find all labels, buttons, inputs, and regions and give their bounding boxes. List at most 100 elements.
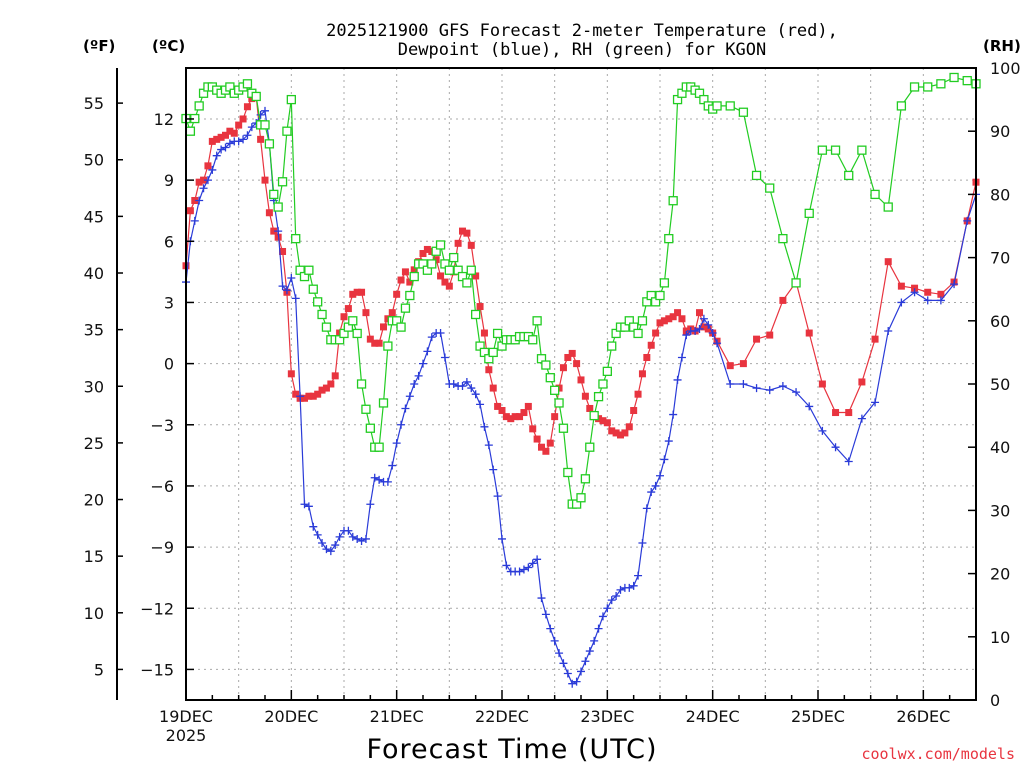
temperature-point xyxy=(805,329,813,337)
temperature-point xyxy=(520,409,528,417)
temperature-point xyxy=(388,309,396,317)
dewpoint-point xyxy=(651,481,660,490)
series-dewpoint xyxy=(182,106,980,688)
dewpoint-point xyxy=(410,380,419,388)
dewpoint-point xyxy=(664,437,673,446)
dewpoint-point xyxy=(427,333,436,342)
dewpoint-point xyxy=(322,545,331,554)
temperature-point xyxy=(511,413,519,421)
dewpoint-point xyxy=(414,371,423,380)
dewpoint-point xyxy=(752,384,761,393)
dewpoint-point xyxy=(388,461,397,470)
rh-point xyxy=(435,240,446,250)
temperature-point xyxy=(200,176,208,184)
rh-point xyxy=(602,366,612,377)
rh-point xyxy=(804,208,814,219)
temperature-point xyxy=(305,392,313,400)
dewpoint-point xyxy=(348,532,357,541)
rh-point xyxy=(273,202,283,212)
temperature-point xyxy=(704,325,712,333)
dewpoint-line xyxy=(185,109,977,685)
temperature-point xyxy=(217,133,225,141)
rh-point xyxy=(791,278,801,288)
dewpoint-point xyxy=(726,380,735,388)
temperature-point xyxy=(401,268,409,276)
temperature-point xyxy=(652,329,660,337)
rh-tick-label: 60 xyxy=(990,312,1010,331)
temperature-point xyxy=(195,178,203,186)
rh-point xyxy=(185,126,196,136)
rh-point xyxy=(545,373,555,383)
temperature-point xyxy=(660,317,668,325)
rh-point xyxy=(870,189,880,200)
dewpoint-point xyxy=(739,380,748,388)
temperature-point xyxy=(845,409,853,417)
dewpoint-point xyxy=(533,555,542,564)
temperature-point xyxy=(410,266,418,274)
rh-tick-label: 90 xyxy=(990,122,1010,141)
x-tick-label: 23DEC xyxy=(580,707,634,726)
dewpoint-point xyxy=(950,280,959,289)
temperature-point xyxy=(375,339,383,347)
rh-point xyxy=(598,379,608,389)
temperature-point xyxy=(621,429,629,437)
plot-frame xyxy=(185,67,977,701)
dewpoint-point xyxy=(647,488,656,497)
x-tick-label: 19DEC xyxy=(159,707,213,726)
dewpoint-point xyxy=(353,534,362,543)
rh-point xyxy=(462,278,472,288)
temperature-point xyxy=(362,309,370,317)
rh-point xyxy=(593,391,604,402)
rh-point xyxy=(830,145,841,155)
rh-point xyxy=(352,328,362,339)
temperature-point xyxy=(818,380,826,388)
temperature-point xyxy=(577,376,585,384)
fahrenheit-tick-label: 15 xyxy=(84,547,104,566)
temperature-point xyxy=(270,227,278,235)
dewpoint-point xyxy=(304,502,313,511)
temperature-point xyxy=(235,121,243,129)
celsius-tick-label: −6 xyxy=(150,477,174,496)
dewpoint-point xyxy=(708,329,717,338)
rh-point xyxy=(949,72,959,83)
dewpoint-point xyxy=(291,294,300,303)
temperature-point xyxy=(573,360,581,368)
x-tick-label: 25DEC xyxy=(791,707,845,726)
dewpoint-point xyxy=(818,426,827,435)
temperature-point xyxy=(397,276,405,284)
fahrenheit-tick-label: 35 xyxy=(84,321,104,340)
dewpoint-point xyxy=(502,561,511,570)
temperature-point xyxy=(366,335,374,343)
temperature-point xyxy=(665,315,673,323)
temperature-point xyxy=(309,392,317,400)
x-tick-label: 21DEC xyxy=(370,707,424,726)
temperature-point xyxy=(779,296,787,304)
temperature-point xyxy=(353,288,361,296)
dewpoint-point xyxy=(208,165,217,174)
dewpoint-point xyxy=(555,649,564,658)
temperature-point xyxy=(489,384,497,392)
dewpoint-point xyxy=(572,677,581,686)
temperature-point xyxy=(318,386,326,394)
rh-point xyxy=(400,303,411,313)
rh-point xyxy=(585,442,595,452)
celsius-tick-label: 0 xyxy=(164,355,174,374)
temperature-point xyxy=(498,407,506,415)
rh-point xyxy=(308,284,318,294)
temperature-point xyxy=(647,341,655,349)
temperature-point xyxy=(467,241,475,249)
rh-point xyxy=(883,202,893,212)
rh-tick-label: 70 xyxy=(990,249,1010,268)
temperature-point xyxy=(445,282,453,290)
temperature-point xyxy=(564,353,572,361)
dewpoint-point xyxy=(199,184,208,193)
credit-link[interactable]: coolwx.com/models xyxy=(861,745,1015,763)
dewpoint-point xyxy=(594,624,603,633)
dewpoint-point xyxy=(370,473,379,482)
temperature-point xyxy=(924,288,932,296)
celsius-tick-label: 9 xyxy=(164,171,174,190)
temperature-point xyxy=(314,390,322,398)
rh-point xyxy=(317,309,327,320)
rh-point xyxy=(664,233,674,244)
dewpoint-point xyxy=(963,216,972,225)
